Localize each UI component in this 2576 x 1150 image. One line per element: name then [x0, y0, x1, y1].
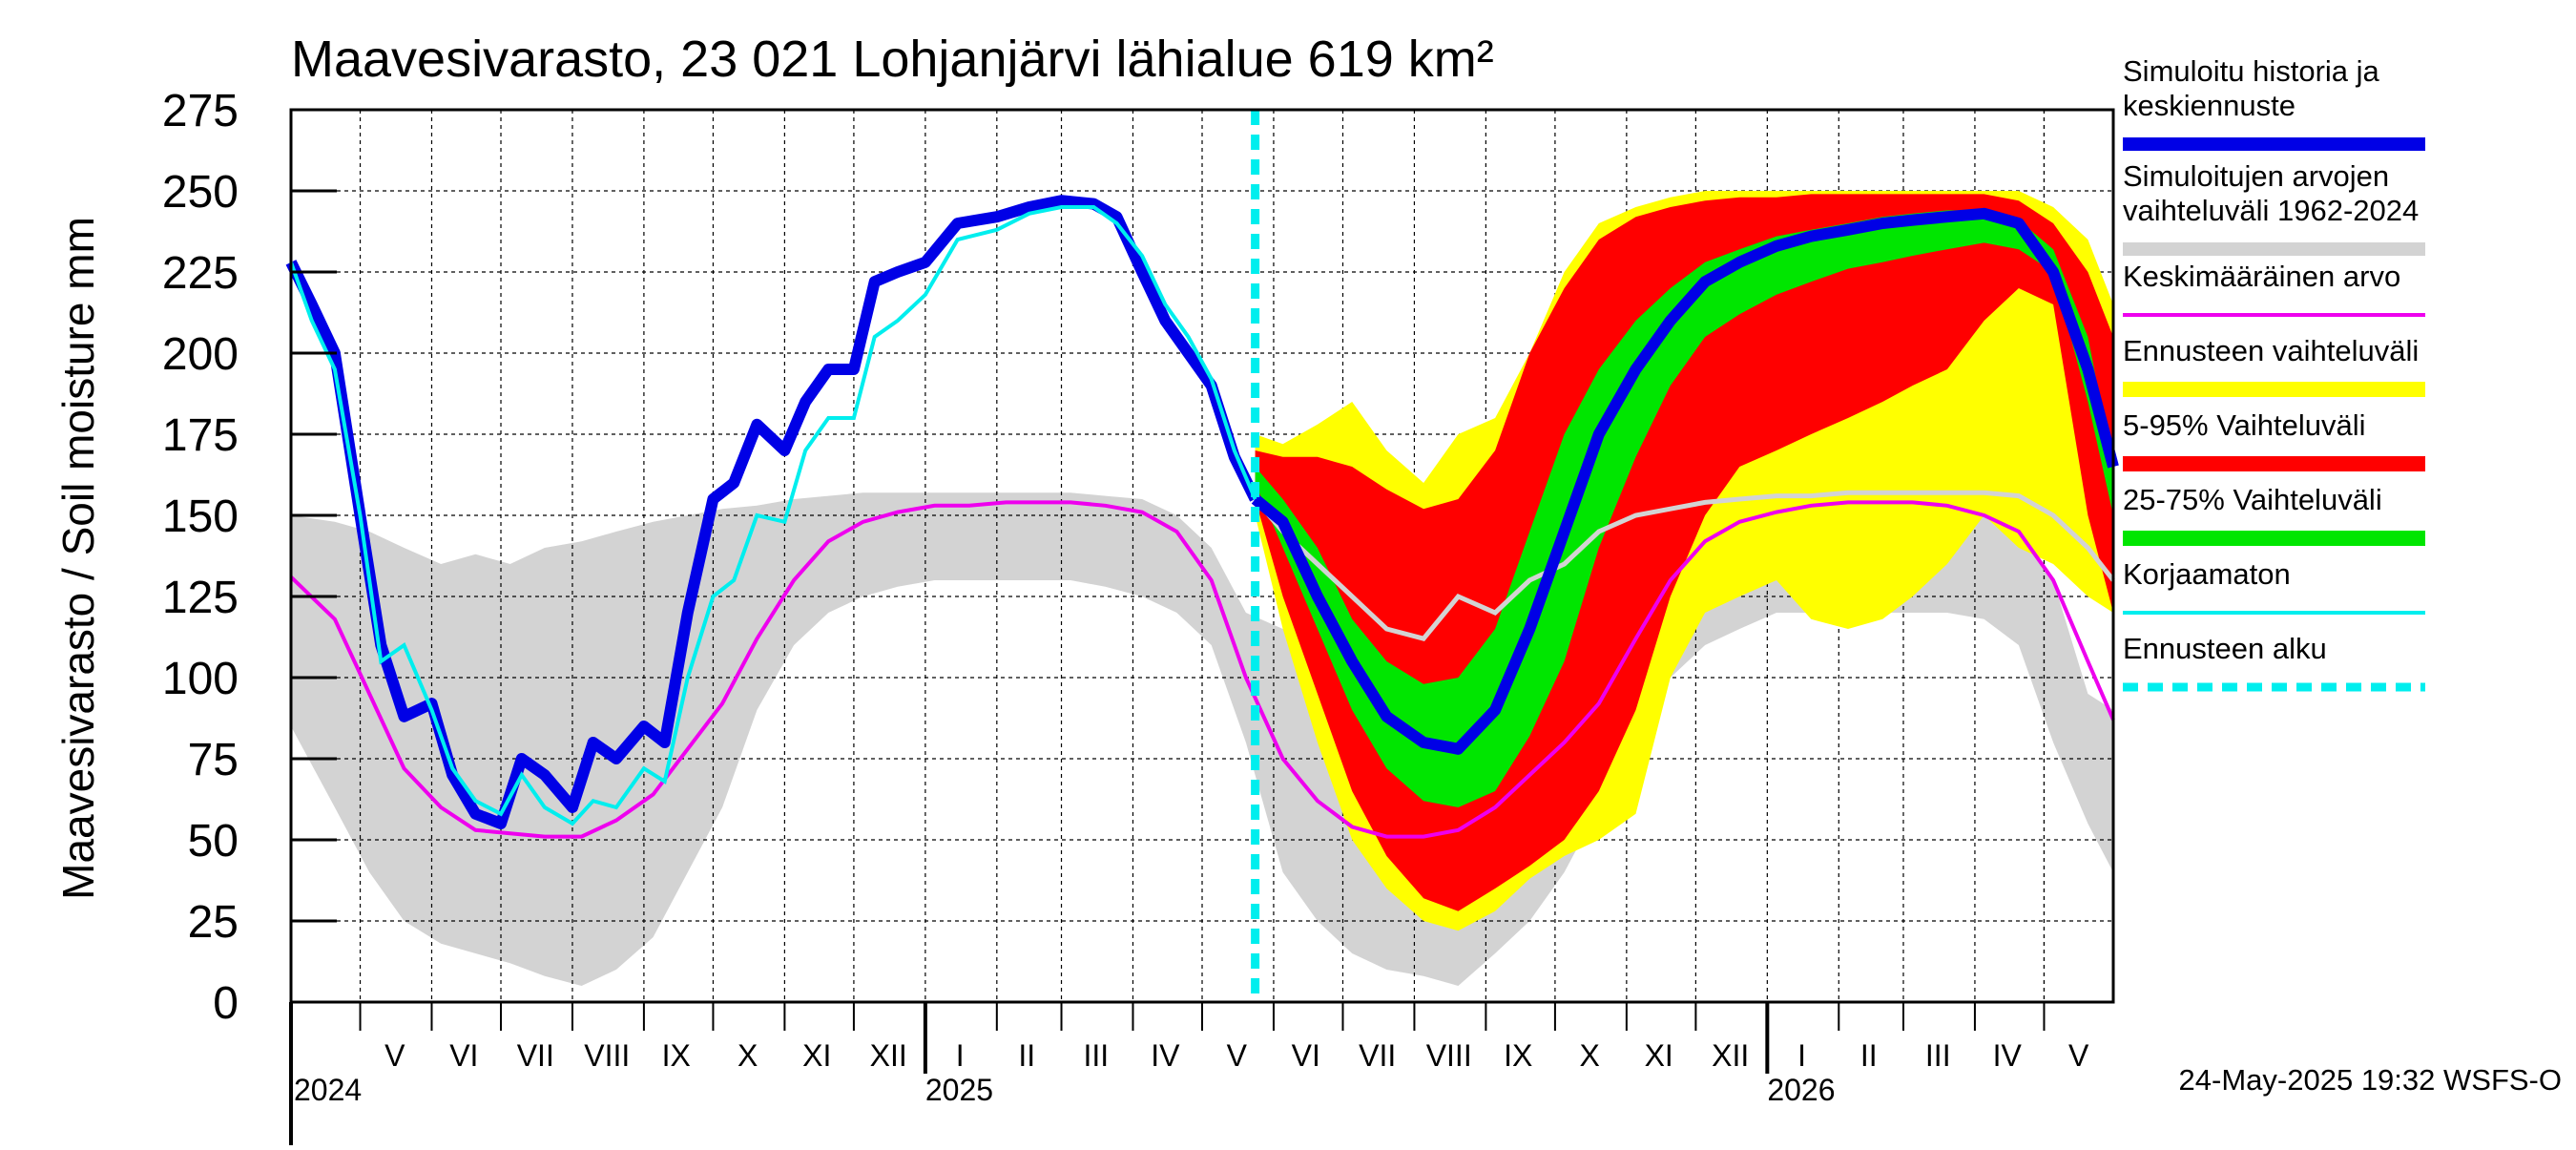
- y-tick-label: 125: [162, 573, 239, 623]
- p25-75-band: [1255, 210, 2113, 807]
- month-label: XII: [870, 1038, 907, 1073]
- month-label: XI: [802, 1038, 831, 1073]
- y-tick-label: 0: [213, 978, 239, 1029]
- y-tick-label: 50: [188, 816, 239, 867]
- legend-label: Keskimääräinen arvo: [2123, 260, 2400, 293]
- year-label: 2026: [1767, 1073, 1835, 1107]
- y-tick-label: 150: [162, 491, 239, 542]
- y-tick-label: 25: [188, 897, 239, 948]
- forecast-mean-line: [1251, 207, 2119, 755]
- mean-line: [289, 500, 2115, 839]
- chart-title: Maavesivarasto, 23 021 Lohjanjärvi lähia…: [291, 31, 1494, 88]
- month-label: VIII: [1426, 1038, 1472, 1073]
- month-label: V: [2068, 1038, 2089, 1073]
- month-label: X: [1580, 1038, 1600, 1073]
- month-label: I: [1797, 1038, 1806, 1073]
- y-axis-label: Maavesivarasto / Soil moisture mm: [53, 217, 103, 900]
- y-tick-label: 275: [162, 86, 239, 136]
- y-tick-label: 100: [162, 654, 239, 704]
- month-label: III: [1925, 1038, 1951, 1073]
- legend-label: Simuloitu historia ja: [2123, 54, 2380, 88]
- month-label: II: [1860, 1038, 1878, 1073]
- uncorrected-line: [289, 205, 1257, 826]
- month-label: IV: [1151, 1038, 1180, 1073]
- month-label: XI: [1645, 1038, 1673, 1073]
- y-tick-label: 175: [162, 410, 239, 461]
- month-label: II: [1018, 1038, 1035, 1073]
- legend-label: Ennusteen alku: [2123, 632, 2327, 665]
- month-label: VI: [449, 1038, 478, 1073]
- month-label: V: [384, 1038, 405, 1073]
- legend-label: Korjaamaton: [2123, 557, 2291, 591]
- legend-label: vaihteluväli 1962-2024: [2123, 194, 2419, 227]
- month-label: IX: [662, 1038, 691, 1073]
- footer-timestamp: 24-May-2025 19:32 WSFS-O: [2179, 1063, 2562, 1097]
- x-axis: V VI VII VIII IX X XI XII I II III IV V VI VII VIII IX X X…: [289, 1002, 2089, 1150]
- month-label: III: [1083, 1038, 1109, 1073]
- month-label: I: [956, 1038, 965, 1073]
- month-label: X: [737, 1038, 758, 1073]
- y-tick-label: 250: [162, 167, 239, 218]
- y-tick-label: 225: [162, 248, 239, 299]
- month-label: V: [1227, 1038, 1248, 1073]
- legend-label: Simuloitujen arvojen: [2123, 159, 2389, 193]
- legend-label: keskiennuste: [2123, 89, 2296, 122]
- month-label: VII: [1359, 1038, 1396, 1073]
- year-label: 2024: [294, 1073, 362, 1107]
- month-label: VIII: [584, 1038, 630, 1073]
- y-tick-label: 75: [188, 735, 239, 785]
- month-label: IX: [1504, 1038, 1532, 1073]
- month-label: VI: [1292, 1038, 1320, 1073]
- year-label: 2025: [925, 1073, 993, 1107]
- legend-label: 25-75% Vaihteluväli: [2123, 483, 2382, 516]
- forecast-median-grey-line: [1253, 490, 2115, 642]
- legend-label: Ennusteen vaihteluväli: [2123, 334, 2419, 367]
- month-label: VII: [517, 1038, 554, 1073]
- y-tick-label: 200: [162, 329, 239, 380]
- y-axis: 0 25 50 75 100 125 150 175 200 225 250 275: [162, 86, 337, 1029]
- month-label: IV: [1993, 1038, 2023, 1073]
- month-label: XII: [1712, 1038, 1749, 1073]
- legend-label: 5-95% Vaihteluväli: [2123, 408, 2365, 442]
